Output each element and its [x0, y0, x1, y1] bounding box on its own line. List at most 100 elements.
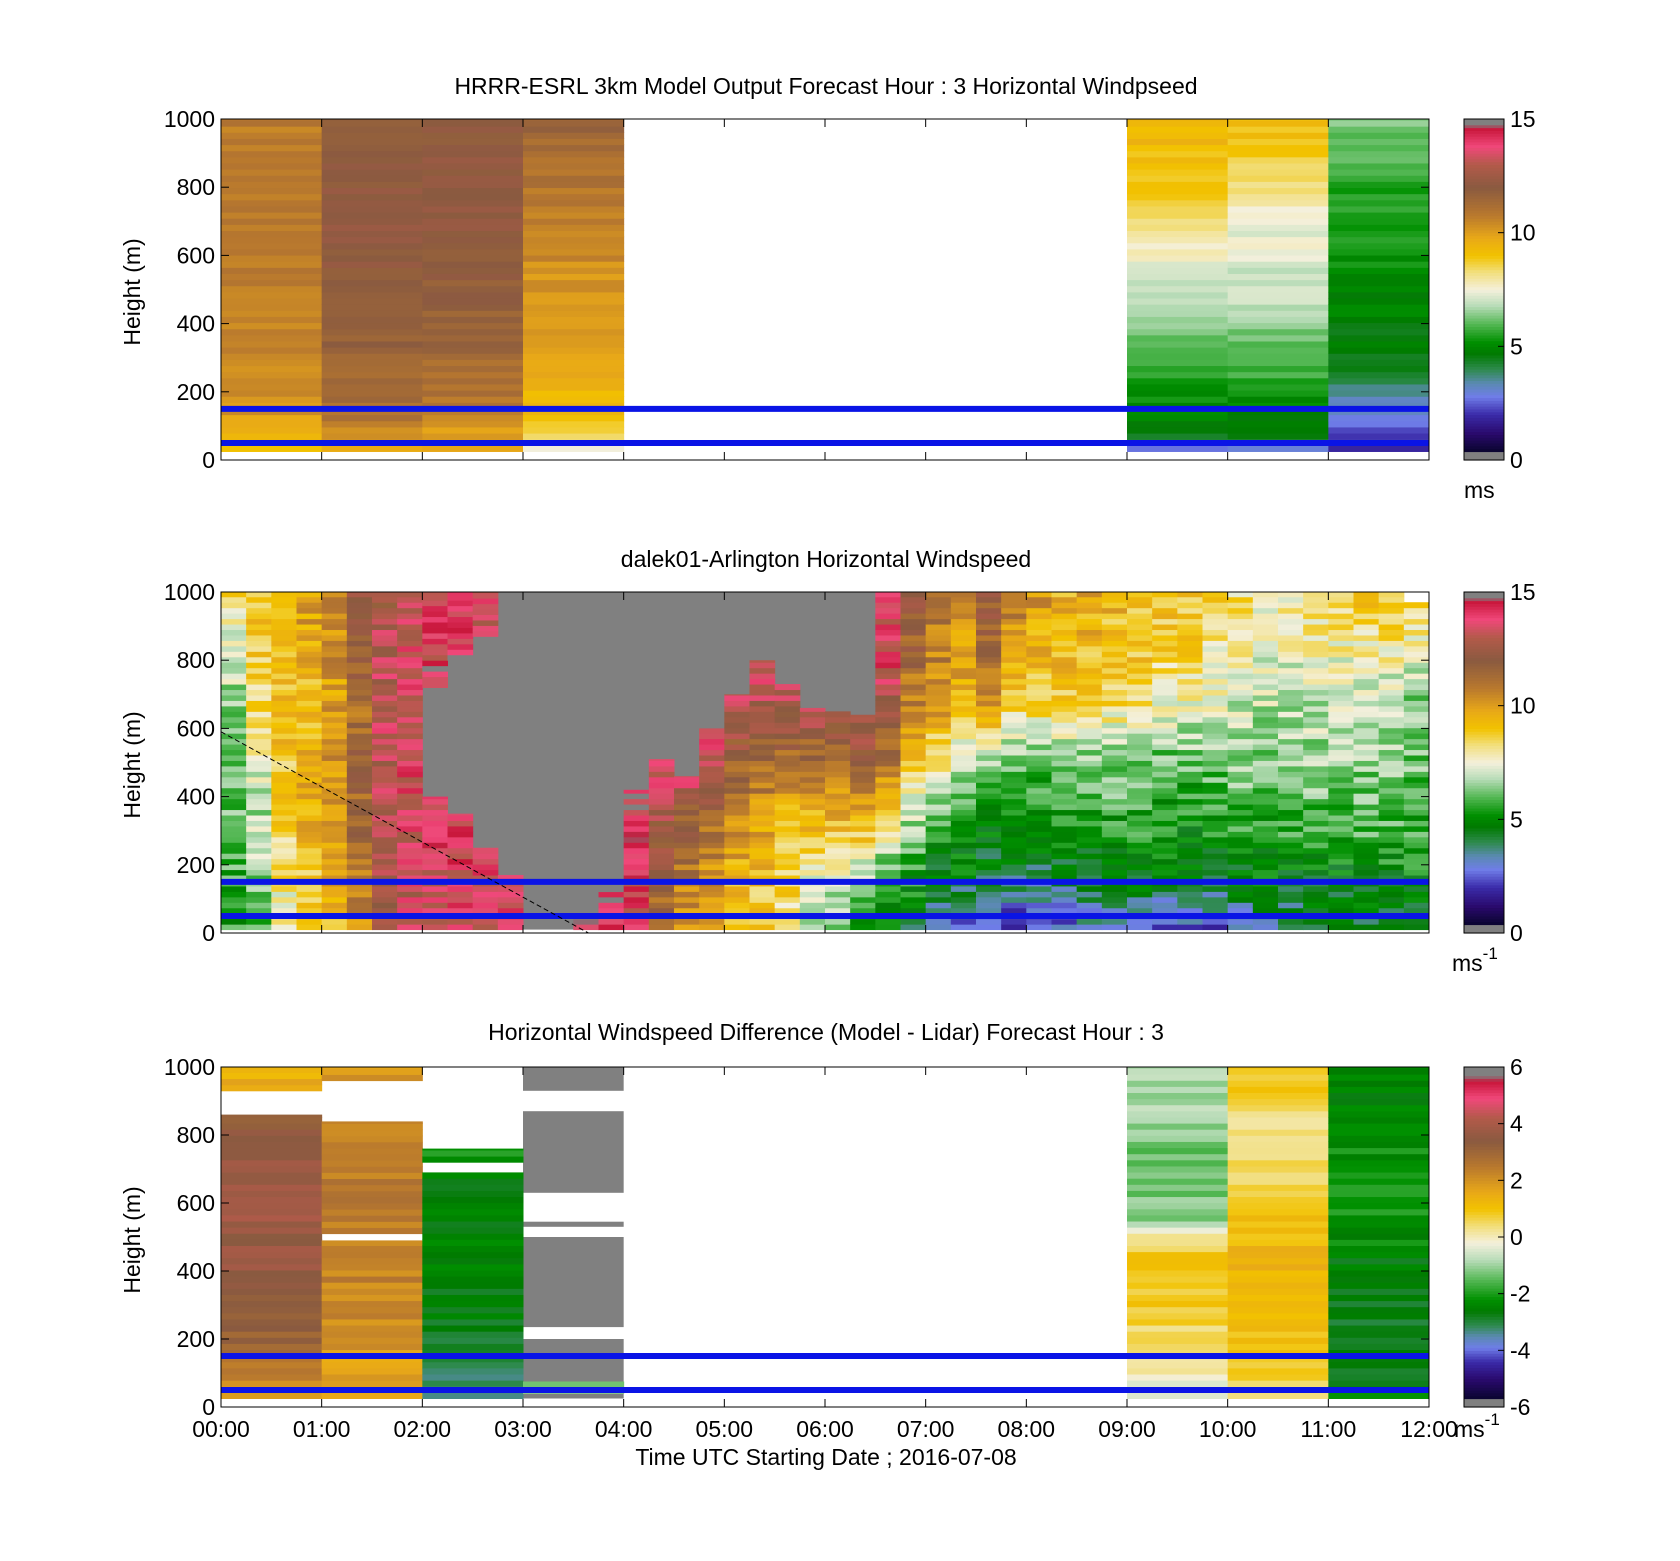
heatmap-cell: [422, 1227, 524, 1234]
heatmap-cell: [850, 733, 876, 740]
heatmap-cell: [1328, 645, 1354, 652]
heatmap-cell: [1227, 1312, 1329, 1320]
heatmap-cell: [346, 716, 373, 723]
heatmap-cell: [1101, 885, 1128, 892]
heatmap-cell: [1227, 749, 1254, 756]
heatmap-cell: [321, 727, 348, 734]
heatmap-cell: [724, 722, 750, 729]
heatmap-cell: [221, 1392, 323, 1399]
heatmap-cell: [271, 624, 297, 631]
heatmap-cell: [1001, 602, 1027, 609]
heatmap-cell: [523, 255, 625, 262]
heatmap-cell: [1202, 694, 1229, 701]
heatmap-cell: [1001, 765, 1027, 772]
heatmap-cell: [1227, 765, 1254, 772]
heatmap-cell: [1227, 181, 1329, 189]
heatmap-cell: [346, 694, 373, 701]
heatmap-cell: [221, 1245, 323, 1253]
heatmap-cell: [1051, 716, 1078, 723]
heatmap-cell: [523, 1381, 625, 1388]
colorbar-segment: [1464, 280, 1504, 285]
heatmap-cell: [397, 896, 423, 903]
heatmap-cell: [221, 804, 247, 811]
colorbar-segment: [1464, 1401, 1504, 1405]
heatmap-cell: [1127, 678, 1153, 685]
heatmap-cell: [246, 771, 272, 778]
heatmap-cell: [1378, 804, 1405, 811]
heatmap-cell: [1127, 896, 1153, 903]
heatmap-cell: [749, 776, 776, 783]
heatmap-cell: [1051, 918, 1078, 925]
heatmap-cell: [447, 896, 474, 903]
heatmap-cell: [1303, 596, 1329, 603]
heatmap-cell: [1378, 705, 1405, 712]
heatmap-cell: [221, 1202, 323, 1210]
heatmap-cell: [1252, 678, 1279, 685]
heatmap-cell: [1252, 694, 1279, 701]
heatmap-cell: [346, 684, 373, 691]
heatmap-cell: [1101, 820, 1128, 827]
colorbar-segment: [1464, 1222, 1504, 1227]
heatmap-cell: [900, 744, 927, 751]
heatmap-cell: [1152, 716, 1178, 723]
heatmap-cell: [1076, 624, 1103, 631]
heatmap-cell: [221, 433, 323, 440]
heatmap-cell: [1328, 193, 1430, 201]
heatmap-cell: [699, 924, 725, 931]
heatmap-cell: [900, 853, 927, 860]
heatmap-cell: [1227, 1196, 1329, 1204]
heatmap-cell: [246, 640, 272, 647]
heatmap-cell: [296, 825, 323, 832]
heatmap-cell: [774, 782, 801, 789]
heatmap-cell: [1353, 853, 1380, 860]
heatmap-cell: [875, 902, 901, 909]
heatmap-cell: [296, 738, 323, 745]
colorbar-tick-label: -4: [1510, 1337, 1531, 1363]
heatmap-cell: [1227, 864, 1254, 871]
heatmap-cell: [1278, 716, 1304, 723]
heatmap-cell: [221, 169, 323, 176]
heatmap-cell: [1227, 1318, 1329, 1326]
heatmap-cell: [523, 175, 625, 182]
colorbar-segment: [1464, 600, 1504, 604]
heatmap-cell: [1127, 629, 1153, 636]
heatmap-cell: [346, 678, 373, 685]
heatmap-cell: [321, 334, 423, 342]
heatmap-cell: [1328, 864, 1354, 871]
heatmap-cell: [221, 1153, 323, 1161]
heatmap-cell: [850, 727, 876, 734]
heatmap-cell: [321, 298, 423, 305]
colorbar-segment: [1464, 408, 1504, 413]
heatmap-cell: [925, 689, 952, 696]
heatmap-cell: [1127, 383, 1229, 391]
heatmap-cell: [422, 255, 524, 262]
heatmap-cell: [296, 782, 323, 789]
heatmap-cell: [1026, 765, 1052, 772]
heatmap-cell: [1101, 602, 1128, 609]
heatmap-cell: [774, 744, 801, 751]
heatmap-cell: [976, 618, 1002, 625]
heatmap-cell: [1227, 896, 1254, 903]
heatmap-cell: [749, 722, 776, 729]
heatmap-cell: [900, 918, 927, 925]
heatmap-cell: [1127, 205, 1229, 213]
heatmap-cell: [950, 656, 977, 663]
heatmap-cell: [1101, 596, 1128, 603]
heatmap-cell: [1353, 765, 1380, 772]
heatmap-cell: [1303, 749, 1329, 756]
heatmap-cell: [321, 273, 423, 281]
colorbar-segment: [1464, 1160, 1504, 1164]
heatmap-cell: [1127, 847, 1153, 854]
heatmap-cell: [321, 181, 423, 189]
heatmap-cell: [1127, 787, 1153, 794]
heatmap-cell: [1127, 1294, 1229, 1302]
heatmap-cell: [900, 733, 927, 740]
heatmap-cell: [422, 1184, 524, 1191]
heatmap-cell: [1328, 1123, 1430, 1130]
heatmap-cell: [1127, 1196, 1229, 1204]
heatmap-cell: [1278, 776, 1304, 783]
heatmap-cell: [321, 645, 348, 652]
heatmap-cell: [598, 907, 625, 914]
heatmap-cell: [699, 831, 725, 838]
